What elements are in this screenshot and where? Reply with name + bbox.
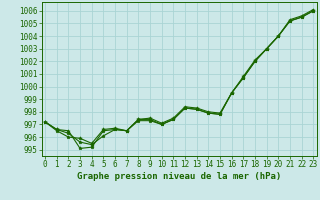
X-axis label: Graphe pression niveau de la mer (hPa): Graphe pression niveau de la mer (hPa) — [77, 172, 281, 181]
